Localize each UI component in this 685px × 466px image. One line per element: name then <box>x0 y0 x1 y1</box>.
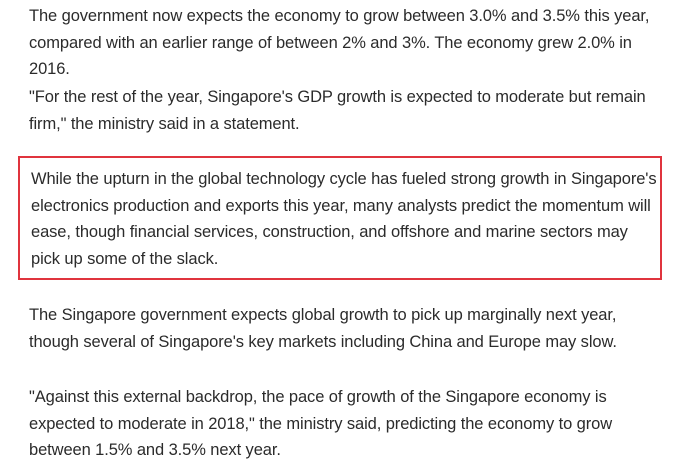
paragraph-ministry-quote: "For the rest of the year, Singapore's G… <box>29 88 646 133</box>
highlighted-passage-box: While the upturn in the global technolog… <box>18 156 662 280</box>
paragraph-highlighted-analysis: While the upturn in the global technolog… <box>31 170 657 268</box>
paragraph-global-growth: The Singapore government expects global … <box>29 306 617 351</box>
paragraph-2018-outlook: "Against this external backdrop, the pac… <box>29 388 613 459</box>
paragraph-growth-forecast: The government now expects the economy t… <box>29 7 650 78</box>
